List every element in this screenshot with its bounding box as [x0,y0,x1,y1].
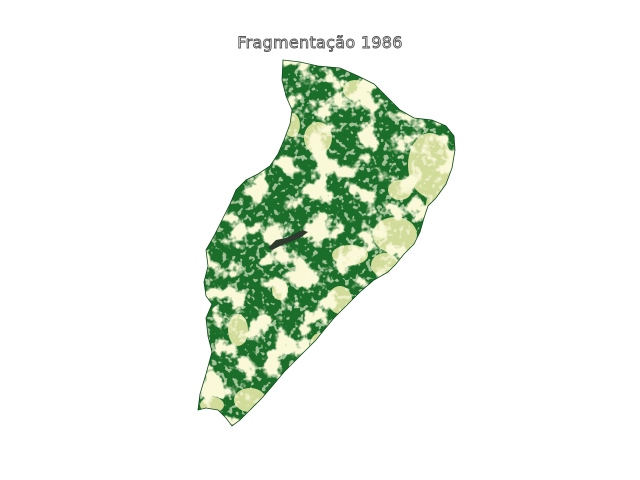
region-fill [198,60,455,426]
map-title: Fragmentação 1986 [237,33,403,53]
water-body [268,230,308,250]
fragment-speckle-fine [198,60,455,426]
